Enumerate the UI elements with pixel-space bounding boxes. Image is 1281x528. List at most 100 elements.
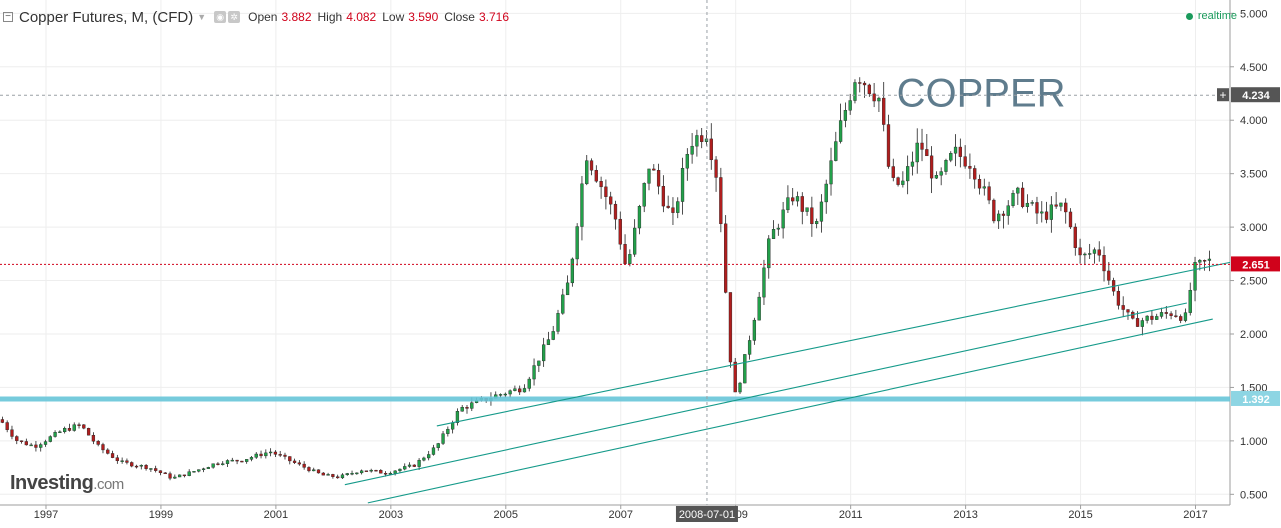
candle-body[interactable] <box>1040 211 1044 214</box>
candle-body[interactable] <box>331 474 335 477</box>
candle-body[interactable] <box>273 451 278 455</box>
candle-body[interactable] <box>939 171 943 176</box>
candle-body[interactable] <box>886 124 891 167</box>
candle-body[interactable] <box>407 464 412 467</box>
candle-body[interactable] <box>1198 260 1202 263</box>
candle-body[interactable] <box>676 201 680 213</box>
trendline[interactable] <box>367 318 1213 504</box>
candle-body[interactable] <box>412 464 416 467</box>
candle-body[interactable] <box>556 313 560 332</box>
candle-body[interactable] <box>1150 315 1154 320</box>
candle-body[interactable] <box>819 201 824 222</box>
candle-body[interactable] <box>211 463 215 468</box>
candle-body[interactable] <box>436 443 440 448</box>
candle-body[interactable] <box>1020 187 1025 207</box>
candle-body[interactable] <box>743 354 747 384</box>
candle-body[interactable] <box>910 161 915 167</box>
candle-body[interactable] <box>633 227 637 255</box>
candle-body[interactable] <box>254 453 258 458</box>
candle-body[interactable] <box>637 206 642 229</box>
candle-body[interactable] <box>154 468 158 471</box>
candle-body[interactable] <box>1011 192 1015 206</box>
candle-body[interactable] <box>1088 253 1092 255</box>
candle-body[interactable] <box>901 180 905 185</box>
candle-body[interactable] <box>977 179 982 189</box>
candle-body[interactable] <box>661 186 666 207</box>
candle-body[interactable] <box>776 227 780 230</box>
candle-body[interactable] <box>853 82 857 101</box>
candle-body[interactable] <box>1097 249 1101 256</box>
candle-body[interactable] <box>815 221 819 225</box>
candle-body[interactable] <box>752 319 757 341</box>
candle-body[interactable] <box>1049 204 1053 220</box>
candle-body[interactable] <box>767 238 771 269</box>
candle-body[interactable] <box>393 470 397 474</box>
investing-logo[interactable]: Investing.com <box>10 472 124 495</box>
candle-body[interactable] <box>225 460 230 464</box>
candle-body[interactable] <box>733 361 737 393</box>
candle-body[interactable] <box>1107 270 1111 281</box>
candle-body[interactable] <box>316 469 321 474</box>
candle-body[interactable] <box>944 160 948 172</box>
minus-square-icon[interactable]: − <box>3 12 13 22</box>
candle-body[interactable] <box>292 460 297 463</box>
candle-body[interactable] <box>513 388 517 391</box>
trendline[interactable] <box>436 261 1231 427</box>
candle-body[interactable] <box>867 84 871 95</box>
candle-body[interactable] <box>206 467 210 469</box>
candle-body[interactable] <box>680 167 685 202</box>
candle-body[interactable] <box>431 447 436 455</box>
candle-body[interactable] <box>1059 202 1063 207</box>
candle-body[interactable] <box>628 254 632 264</box>
candle-body[interactable] <box>551 331 555 340</box>
candle-body[interactable] <box>882 97 886 125</box>
candle-body[interactable] <box>508 390 512 395</box>
candle-body[interactable] <box>1140 320 1144 327</box>
candle-body[interactable] <box>1121 305 1125 310</box>
candle-body[interactable] <box>115 457 119 462</box>
gear-icon[interactable]: ✲ <box>228 11 241 23</box>
candle-body[interactable] <box>398 468 402 472</box>
candle-body[interactable] <box>982 186 986 189</box>
candle-body[interactable] <box>834 141 838 161</box>
candle-body[interactable] <box>997 213 1001 222</box>
candle-body[interactable] <box>1068 211 1073 228</box>
candle-body[interactable] <box>163 472 167 475</box>
candle-body[interactable] <box>1025 202 1030 207</box>
candle-body[interactable] <box>1073 226 1077 248</box>
candle-body[interactable] <box>268 451 273 454</box>
candle-body[interactable] <box>599 181 603 188</box>
candle-body[interactable] <box>810 207 814 225</box>
candle-body[interactable] <box>302 463 306 468</box>
candle-body[interactable] <box>609 196 613 205</box>
candle-body[interactable] <box>862 82 867 86</box>
candle-body[interactable] <box>307 467 311 472</box>
candle-body[interactable] <box>91 434 96 442</box>
candle-body[interactable] <box>527 378 531 389</box>
candle-body[interactable] <box>1016 187 1020 194</box>
candle-body[interactable] <box>5 422 9 430</box>
candle-body[interactable] <box>1126 309 1130 313</box>
candle-body[interactable] <box>470 402 474 409</box>
candle-body[interactable] <box>125 460 129 463</box>
candle-body[interactable] <box>532 365 536 380</box>
candle-body[interactable] <box>805 207 809 212</box>
candle-body[interactable] <box>245 459 249 462</box>
candle-body[interactable] <box>192 471 196 473</box>
chevron-down-icon[interactable]: ▼ <box>197 12 207 22</box>
candle-body[interactable] <box>1116 290 1121 306</box>
candle-body[interactable] <box>843 110 848 121</box>
candle-body[interactable] <box>364 470 369 472</box>
candle-body[interactable] <box>283 454 287 457</box>
candle-body[interactable] <box>613 203 618 220</box>
candle-body[interactable] <box>197 469 201 472</box>
candle-body[interactable] <box>230 459 234 462</box>
candle-body[interactable] <box>541 344 546 362</box>
candle-body[interactable] <box>388 472 392 475</box>
candle-body[interactable] <box>168 473 172 479</box>
candle-body[interactable] <box>58 431 62 434</box>
candle-body[interactable] <box>460 407 464 412</box>
candle-body[interactable] <box>580 183 584 227</box>
